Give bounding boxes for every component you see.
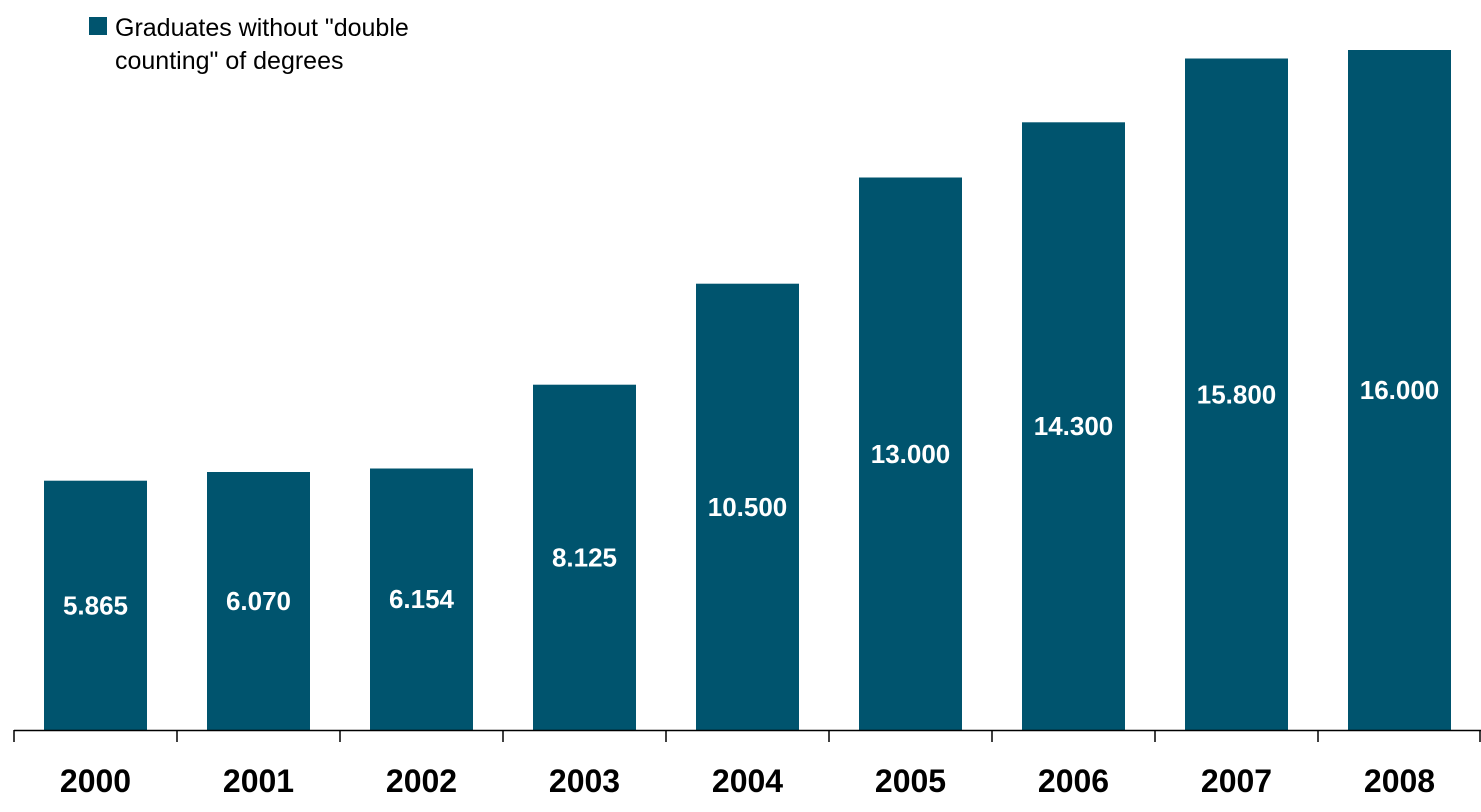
bar-value-label-2008: 16.000	[1360, 375, 1440, 405]
x-tick-label-2004: 2004	[712, 763, 783, 799]
bar-value-label-2005: 13.000	[871, 439, 951, 469]
bar-value-label-2006: 14.300	[1034, 411, 1114, 441]
bar-2000	[44, 480, 147, 730]
x-axis	[13, 729, 1481, 742]
legend-swatch	[89, 17, 107, 35]
bar-value-label-2002: 6.154	[389, 584, 455, 614]
bar-2008	[1348, 50, 1451, 730]
x-tick-label-2008: 2008	[1364, 763, 1435, 799]
legend-label: Graduates without "double counting" of d…	[115, 14, 409, 75]
x-tick-label-2006: 2006	[1038, 763, 1109, 799]
x-tick-labels: 2000 2001 2002 2003 2004 2005 2006 2007 2008	[60, 763, 1435, 799]
bar-value-labels: 5.865 6.070 6.154 8.125 10.500 13.000 14.300 15…	[63, 375, 1439, 620]
x-tick-label-2001: 2001	[223, 763, 294, 799]
bar-2004	[696, 283, 799, 730]
x-tick-label-2007: 2007	[1201, 763, 1272, 799]
bar-2007	[1185, 58, 1288, 730]
x-tick-label-2005: 2005	[875, 763, 946, 799]
bar-value-label-2001: 6.070	[226, 586, 291, 616]
bar-2005	[859, 177, 962, 730]
x-tick-label-2000: 2000	[60, 763, 131, 799]
bars	[44, 50, 1451, 731]
bar-2003	[533, 384, 636, 730]
bar-2001	[207, 472, 310, 730]
bar-2002	[370, 468, 473, 730]
bar-value-label-2004: 10.500	[708, 492, 788, 522]
bar-value-label-2000: 5.865	[63, 590, 128, 620]
bar-value-label-2007: 15.800	[1197, 379, 1277, 409]
x-tick-label-2002: 2002	[386, 763, 457, 799]
bar-2006	[1022, 122, 1125, 731]
bar-value-label-2003: 8.125	[552, 542, 617, 572]
x-tick-label-2003: 2003	[549, 763, 620, 799]
